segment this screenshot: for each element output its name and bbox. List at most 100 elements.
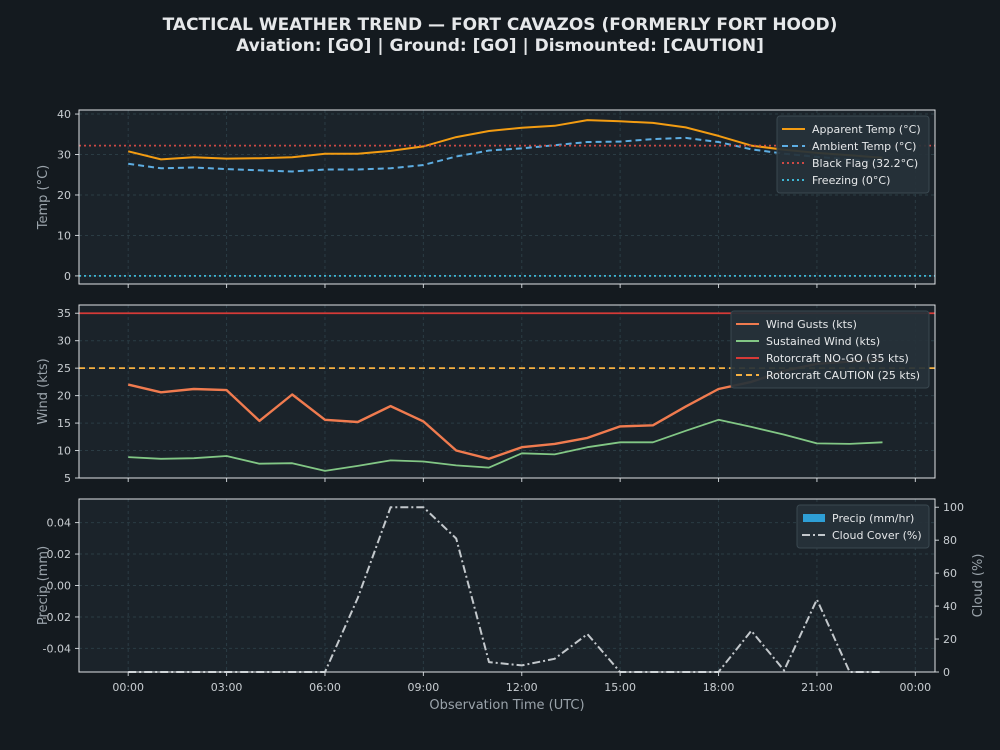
y-tick-label: -0.04: [43, 642, 71, 655]
x-tick-label: 00:00: [899, 681, 931, 694]
data-point: [652, 441, 654, 443]
legend-label: Rotorcraft NO-GO (35 kts): [766, 352, 909, 365]
data-point: [127, 163, 129, 165]
legend-swatch: [803, 514, 825, 522]
y-tick-label: 25: [57, 362, 71, 375]
data-point: [324, 153, 326, 155]
data-point: [160, 158, 162, 160]
data-point: [127, 384, 129, 386]
panel-frame: [78, 109, 936, 285]
data-point: [685, 430, 687, 432]
legend-label: Precip (mm/hr): [832, 512, 914, 525]
data-point: [685, 127, 687, 129]
data-point: [586, 633, 588, 635]
chart-subtitle: Aviation: [GO] | Ground: [GO] | Dismount…: [236, 36, 764, 56]
data-point: [357, 421, 359, 423]
data-point: [226, 455, 228, 457]
data-point: [882, 441, 884, 443]
y-tick-label: 0.02: [47, 548, 72, 561]
data-point: [455, 156, 457, 158]
data-point: [226, 389, 228, 391]
data-point: [455, 464, 457, 466]
data-point: [816, 443, 818, 445]
data-point: [488, 661, 490, 663]
legend-label: Rotorcraft CAUTION (25 kts): [766, 369, 920, 382]
series-cloud-cover: [128, 506, 883, 673]
data-point: [652, 138, 654, 140]
data-point: [422, 461, 424, 463]
data-point: [324, 169, 326, 171]
y-axis-label: Wind (kts): [36, 358, 51, 424]
chart-title: TACTICAL WEATHER TREND — FORT CAVAZOS (F…: [163, 15, 838, 35]
data-point: [127, 150, 129, 152]
data-point: [718, 419, 720, 421]
data-point: [488, 467, 490, 469]
y-tick-label: 20: [57, 390, 71, 403]
y-tick-label: 0.04: [47, 517, 72, 530]
data-point: [390, 167, 392, 169]
data-point: [488, 150, 490, 152]
y-tick-label: 0: [64, 270, 71, 283]
data-point: [586, 141, 588, 143]
data-point: [783, 434, 785, 436]
data-point: [422, 506, 424, 508]
legend-label: Cloud Cover (%): [832, 529, 922, 542]
data-point: [422, 421, 424, 423]
data-point: [226, 168, 228, 170]
legend-label: Sustained Wind (kts): [766, 335, 880, 348]
y-tick-label: 10: [57, 445, 71, 458]
data-point: [390, 150, 392, 152]
data-point: [750, 426, 752, 428]
data-point: [258, 463, 260, 465]
data-point: [750, 148, 752, 150]
data-point: [193, 167, 195, 169]
data-point: [619, 141, 621, 143]
x-tick-label: 00:00: [112, 681, 144, 694]
x-tick-label: 09:00: [408, 681, 440, 694]
legend: Apparent Temp (°C) Ambient Temp (°C) Black…: [776, 115, 930, 194]
data-point: [422, 164, 424, 166]
plot-area: 0 10 20 30 40 Temp (°C) Apparent Temp (°C) Ambi…: [36, 108, 986, 694]
data-point: [324, 470, 326, 472]
series-line: [127, 119, 883, 161]
data-point: [291, 171, 293, 173]
data-point: [750, 630, 752, 632]
data-point: [258, 169, 260, 171]
data-point: [554, 443, 556, 445]
series-sustained-wind-kts: [128, 418, 884, 472]
data-point: [554, 658, 556, 660]
legend-box: [730, 310, 930, 389]
series-line: [128, 506, 883, 673]
data-point: [849, 443, 851, 445]
data-point: [554, 125, 556, 127]
panel-frame: [78, 304, 936, 479]
y-tick-label: 30: [57, 149, 71, 162]
panel-1: 0 10 20 30 40 Temp (°C) Apparent Temp (°C) Ambi…: [36, 108, 936, 288]
x-axis-label: Observation Time (UTC): [429, 698, 584, 713]
data-point: [488, 458, 490, 460]
data-point: [521, 452, 523, 454]
y2-tick-label: 20: [943, 633, 957, 646]
data-point: [193, 457, 195, 459]
y-tick-label: 20: [57, 189, 71, 202]
data-point: [652, 122, 654, 124]
y-tick-label: 40: [57, 108, 71, 121]
legend-label: Apparent Temp (°C): [812, 123, 921, 136]
y2-tick-label: 60: [943, 567, 957, 580]
legend-label: Wind Gusts (kts): [766, 318, 857, 331]
data-point: [357, 169, 359, 171]
data-point: [258, 157, 260, 159]
data-point: [160, 458, 162, 460]
data-point: [291, 394, 293, 396]
data-point: [521, 127, 523, 129]
x-tick-label: 03:00: [211, 681, 243, 694]
data-point: [718, 388, 720, 390]
series-line: [128, 418, 883, 472]
panel-frame: [78, 498, 936, 673]
y-tick-label: 5: [64, 472, 71, 485]
y2-tick-label: 100: [943, 501, 964, 514]
data-point: [324, 419, 326, 421]
data-point: [816, 599, 818, 601]
y2-tick-label: 40: [943, 600, 957, 613]
